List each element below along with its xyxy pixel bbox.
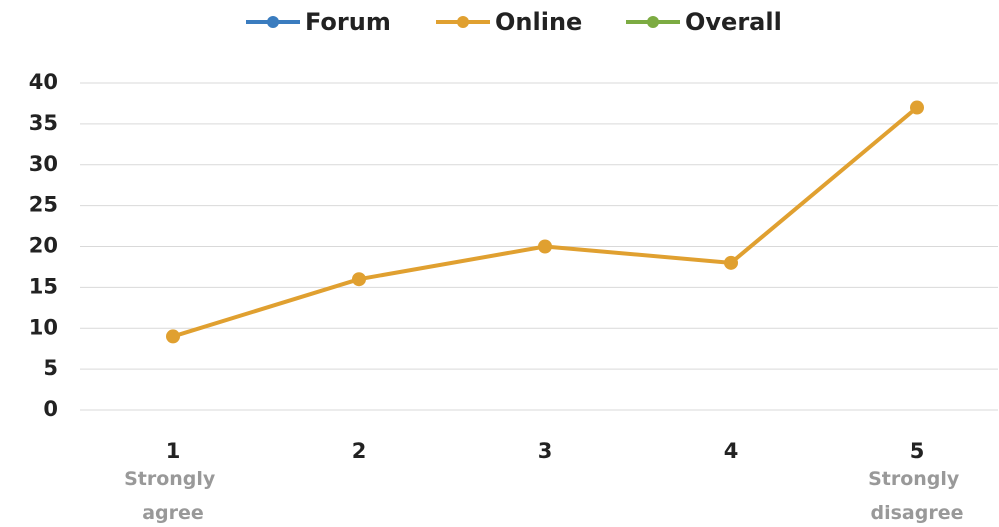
x-tick-label: 3 xyxy=(538,439,553,463)
x-tick-label: 4 xyxy=(724,439,739,463)
x-tick-label: 1 xyxy=(166,439,181,463)
legend-label: Overall xyxy=(685,8,782,36)
y-tick-label: 10 xyxy=(29,315,58,339)
legend-label: Online xyxy=(495,8,582,36)
y-tick-label: 40 xyxy=(29,70,58,94)
data-point xyxy=(538,239,552,254)
data-point xyxy=(352,272,366,287)
legend-label: Forum xyxy=(305,8,391,36)
y-tick-label: 25 xyxy=(29,193,58,217)
data-point xyxy=(910,100,924,115)
x-tick-label: 2 xyxy=(352,439,367,463)
y-tick-label: 20 xyxy=(29,234,58,258)
x-tick-label: 5 xyxy=(910,439,925,463)
data-point xyxy=(166,329,180,344)
series-line xyxy=(172,105,919,339)
y-tick-label: 30 xyxy=(29,152,58,176)
y-tick-label: 35 xyxy=(29,111,58,135)
y-tick-label: 15 xyxy=(29,274,58,298)
legend-marker xyxy=(647,16,659,28)
data-point xyxy=(724,255,738,270)
legend-marker xyxy=(457,16,469,28)
legend-marker xyxy=(267,16,279,28)
x-end-label: Strongly agree xyxy=(124,468,222,524)
y-tick-label: 5 xyxy=(43,356,58,380)
y-tick-label: 0 xyxy=(43,397,58,421)
x-end-label: Strongly disagree xyxy=(868,468,966,524)
